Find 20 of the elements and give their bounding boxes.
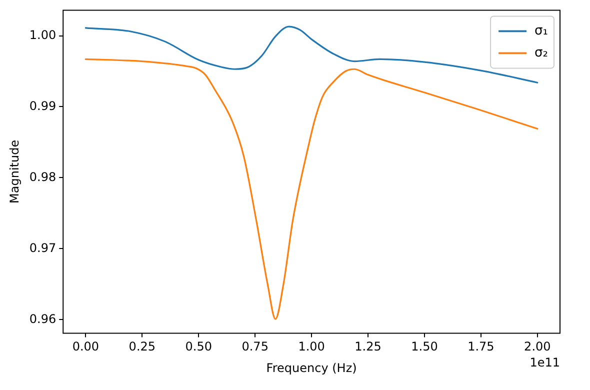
x-axis-title: Frequency (Hz) bbox=[266, 360, 357, 375]
x-tick-label: 0.75 bbox=[242, 340, 268, 354]
y-axis-title: Magnitude bbox=[7, 140, 22, 204]
y-tick-label: 0.99 bbox=[29, 98, 56, 113]
legend-label: σ₂ bbox=[534, 46, 548, 61]
x-tick-label: 0.00 bbox=[72, 340, 100, 354]
x-tick-label: 1.75 bbox=[468, 340, 494, 354]
x-tick-label: 1.00 bbox=[298, 340, 325, 354]
y-tick-label: 0.97 bbox=[29, 240, 56, 255]
line-series bbox=[84, 58, 538, 320]
legend-label: σ₁ bbox=[534, 24, 548, 39]
x-tick-label: 1.50 bbox=[411, 340, 438, 354]
x-tick-label: 1.25 bbox=[354, 340, 382, 354]
y-tick-label: 0.96 bbox=[29, 312, 56, 326]
text: 1e11 bbox=[530, 355, 560, 370]
x-tick-label: 0.25 bbox=[128, 340, 156, 354]
y-tick-label: 1.00 bbox=[29, 28, 56, 42]
x-tick-label: 2.00 bbox=[524, 340, 551, 354]
y-tick-label: 0.98 bbox=[29, 170, 56, 184]
x-tick-label: 0.50 bbox=[185, 340, 212, 354]
